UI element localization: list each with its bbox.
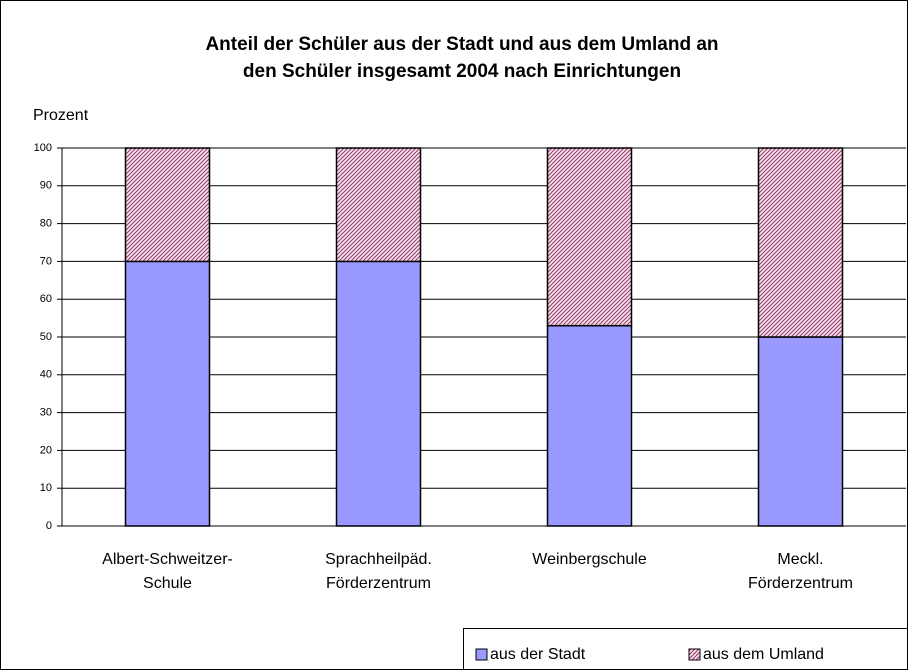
y-tick-label: 70	[40, 255, 52, 267]
y-tick-label: 80	[40, 218, 52, 230]
chart-title: Anteil der Schüler aus der Stadt und aus…	[205, 34, 718, 55]
y-tick-label: 30	[40, 407, 52, 419]
legend-box	[463, 628, 908, 670]
legend-label: aus der Stadt	[490, 646, 586, 663]
y-tick-label: 90	[40, 180, 52, 192]
bar-segment	[335, 147, 422, 263]
y-tick-label: 60	[40, 293, 52, 305]
x-tick-label: Sprachheilpäd. Förderzentrum	[325, 551, 432, 592]
bar-segment	[546, 324, 633, 527]
y-tick-label: 40	[40, 369, 52, 381]
y-axis-label: Prozent	[33, 107, 89, 124]
x-tick-label: Weinbergschule	[532, 551, 647, 568]
x-tick-label: Meckl. Förderzentrum	[748, 551, 853, 592]
bar-segment	[546, 147, 633, 327]
y-tick-label: 10	[40, 482, 52, 494]
chart-title: den Schüler insgesamt 2004 nach Einricht…	[243, 61, 681, 82]
bar-segment	[124, 147, 211, 263]
x-tick-label: Albert-Schweitzer-Schule	[102, 551, 233, 592]
bar-segment	[335, 260, 422, 527]
bar-segment	[757, 147, 844, 338]
legend-label: aus dem Umland	[703, 646, 824, 663]
y-tick-label: 20	[40, 444, 52, 456]
y-tick-label: 0	[46, 520, 52, 532]
legend-swatch	[475, 648, 488, 661]
legend-swatch	[688, 648, 701, 661]
bar-segment	[124, 260, 211, 527]
y-tick-label: 100	[34, 142, 52, 154]
y-tick-label: 50	[40, 331, 52, 343]
bar-segment	[757, 336, 844, 527]
